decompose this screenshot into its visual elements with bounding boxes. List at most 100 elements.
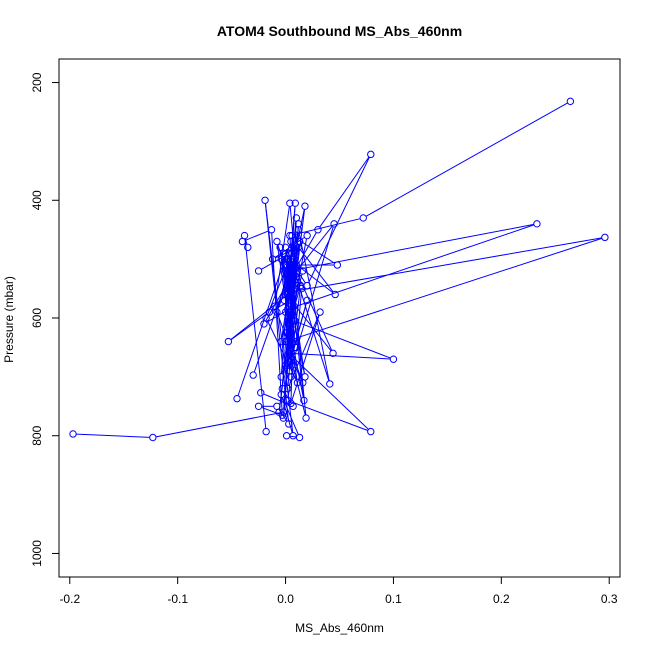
series-line-segment xyxy=(265,232,317,322)
data-point xyxy=(316,308,324,316)
data-point xyxy=(288,361,296,369)
series-line-segment xyxy=(308,157,370,283)
series-layer xyxy=(69,97,609,442)
series-line-segment xyxy=(298,232,330,381)
data-point xyxy=(254,267,263,275)
data-point xyxy=(69,430,77,438)
series-line-segment xyxy=(296,291,302,345)
data-point xyxy=(301,202,309,210)
data-point xyxy=(533,220,541,228)
data-point xyxy=(254,402,263,410)
data-point xyxy=(281,243,290,252)
series-line-segment xyxy=(288,244,299,260)
y-tick-label: 600 xyxy=(30,308,44,328)
series-line-segment xyxy=(292,223,534,271)
data-point xyxy=(273,402,281,410)
series-line-segment xyxy=(264,203,289,421)
series-line-segment xyxy=(271,301,289,312)
data-point xyxy=(303,231,311,240)
series-line-segment xyxy=(264,203,294,433)
series-line-segment xyxy=(274,206,290,304)
data-point xyxy=(277,390,285,399)
data-point xyxy=(285,420,293,428)
data-point xyxy=(287,296,295,305)
x-tick-label: 0.0 xyxy=(277,592,294,606)
series-line-segment xyxy=(292,226,334,363)
series-line-segment xyxy=(288,276,297,321)
series-line-segment xyxy=(293,358,369,430)
plot-frame xyxy=(58,58,621,578)
series-line-segment xyxy=(271,232,283,412)
data-point xyxy=(278,411,287,419)
x-tick-label: 0.2 xyxy=(493,592,510,606)
x-axis: -0.2 -0.1 0.0 0.1 0.2 0.3 xyxy=(59,576,618,606)
series-line-segment xyxy=(155,412,281,438)
data-point xyxy=(566,97,575,106)
data-point xyxy=(299,267,307,275)
series-line-segment xyxy=(289,238,294,280)
series-line-segment xyxy=(282,397,299,435)
data-point xyxy=(295,237,304,246)
data-point xyxy=(295,433,304,442)
data-point xyxy=(290,302,298,310)
data-point xyxy=(282,432,291,440)
data-point xyxy=(260,320,268,328)
series-line-segment xyxy=(295,237,602,292)
data-point xyxy=(277,255,285,263)
series-line-segment xyxy=(293,353,391,360)
data-point xyxy=(291,317,299,325)
series-line-segment xyxy=(287,297,293,362)
data-point xyxy=(285,320,293,328)
data-point xyxy=(273,237,281,246)
data-point xyxy=(289,432,297,440)
series-line-segment xyxy=(261,406,280,415)
series-line-segment xyxy=(281,262,288,307)
data-point xyxy=(244,243,252,252)
data-point xyxy=(302,414,310,422)
series-line-segment xyxy=(289,273,303,321)
x-tick-label: -0.2 xyxy=(59,592,80,606)
series-line-segment xyxy=(244,238,248,245)
x-tick-label: 0.1 xyxy=(385,592,402,606)
series-line-segment xyxy=(285,250,295,304)
data-point xyxy=(285,361,293,369)
y-tick-label: 800 xyxy=(30,425,44,445)
y-axis: 200 400 600 800 1000 xyxy=(30,72,60,567)
x-tick-label: 0.3 xyxy=(601,592,618,606)
series-line-segment xyxy=(76,433,150,438)
data-point xyxy=(326,380,334,388)
data-point xyxy=(300,396,308,405)
series-line-segment xyxy=(286,250,333,351)
series-line-segment xyxy=(288,314,320,386)
data-point xyxy=(292,214,301,222)
data-point xyxy=(367,150,375,159)
data-point xyxy=(277,373,285,381)
data-point xyxy=(359,214,367,222)
data-point xyxy=(224,337,233,346)
data-point xyxy=(286,231,294,240)
series-line-segment xyxy=(288,237,603,342)
data-point xyxy=(286,199,294,207)
series-line-segment xyxy=(288,326,304,398)
series-line-segment xyxy=(290,356,306,416)
data-point xyxy=(265,308,274,316)
chart-title: ATOM4 Southbound MS_Abs_460nm xyxy=(217,23,462,39)
data-point xyxy=(329,349,337,358)
data-point xyxy=(601,233,609,242)
data-point xyxy=(249,371,257,379)
data-point xyxy=(257,389,265,397)
series-line-segment xyxy=(365,102,568,217)
series-line-segment xyxy=(293,226,333,275)
data-point xyxy=(291,199,299,207)
series-line-segment xyxy=(244,238,267,429)
data-point xyxy=(330,220,338,228)
y-tick-label: 1000 xyxy=(30,540,44,567)
data-point xyxy=(281,308,290,316)
y-axis-label: Pressure (mbar) xyxy=(2,276,16,363)
series-line-segment xyxy=(237,244,291,396)
data-point xyxy=(238,237,247,246)
data-point xyxy=(284,290,292,299)
y-tick-label: 200 xyxy=(30,72,44,92)
series-line-segment xyxy=(263,393,291,406)
